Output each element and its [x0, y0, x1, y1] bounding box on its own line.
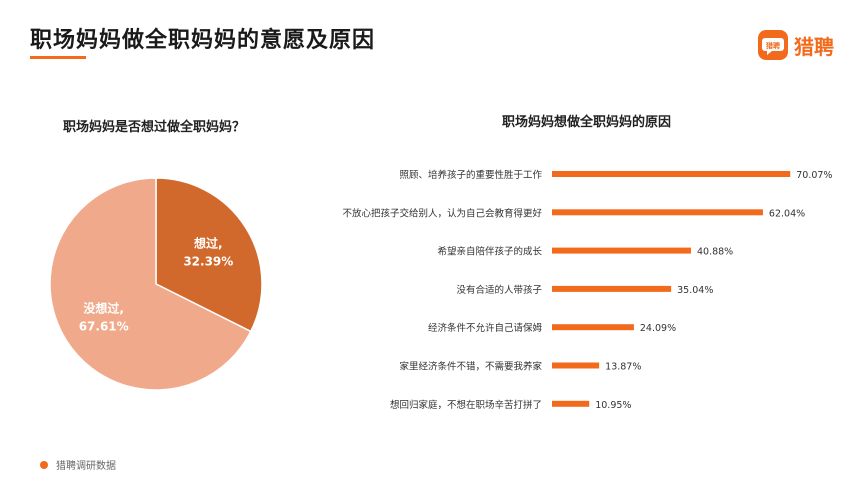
title-underline [30, 56, 86, 59]
bar [552, 362, 600, 369]
bar-chart: 照顾、培养孩子的重要性胜于工作 70.07% 不放心把孩子交给别人，认为自己会教育得… [342, 169, 832, 411]
bar-chart-title: 职场妈妈想做全职妈妈的原因 [502, 115, 672, 130]
bar [552, 400, 590, 407]
source-text: 猎聘调研数据 [56, 461, 116, 472]
brand-name: 猎聘 [794, 34, 834, 59]
brand-badge-text: 猎聘 [766, 41, 780, 50]
bar-value-label: 62.04% [769, 208, 805, 219]
brand-logo: 猎聘 猎聘 [758, 30, 834, 60]
bar-category-label: 经济条件不允许自己请保姆 [428, 322, 543, 334]
bar-value-label: 40.88% [697, 247, 733, 258]
pie-slice-yes [155, 177, 263, 333]
bar [552, 171, 791, 177]
pie-slice-value: 32.39% [183, 255, 233, 269]
pie-chart-title: 职场妈妈是否想过做全职妈妈？ [63, 120, 246, 135]
bar-category-label: 希望亲自陪伴孩子的成长 [437, 246, 542, 258]
bar-value-label: 70.07% [796, 170, 832, 181]
page-title: 职场妈妈做全职妈妈的意愿及原因 [30, 28, 376, 53]
bullet-dot-icon [40, 460, 48, 469]
bar-value-label: 35.04% [677, 285, 713, 296]
bar-category-label: 没有合适的人带孩子 [456, 284, 542, 296]
pie-slice-value: 67.61% [79, 319, 129, 333]
pie-slice-label: 没想过, [83, 300, 124, 315]
pie-slice-no [49, 177, 252, 391]
source-note: 猎聘调研数据 [40, 457, 116, 472]
bar-category-label: 家里经济条件不错，不需要我养家 [399, 361, 542, 373]
bar-category-label: 照顾、培养孩子的重要性胜于工作 [399, 169, 542, 181]
bar [552, 247, 691, 254]
pie-chart: 想过, 32.39% 没想过, 67.61% [49, 177, 263, 391]
bar-value-label: 10.95% [595, 400, 631, 411]
bar [552, 324, 634, 331]
bar-category-label: 想回归家庭，不想在职场辛苦打拼了 [390, 399, 542, 411]
bar [552, 209, 763, 216]
bar-value-label: 13.87% [605, 362, 641, 373]
bar-category-label: 不放心把孩子交给别人，认为自己会教育得更好 [342, 207, 542, 219]
bar-value-label: 24.09% [640, 323, 676, 334]
brand-badge-icon: 猎聘 [758, 30, 788, 60]
bar [552, 285, 672, 292]
pie-slice-label: 想过, [193, 236, 223, 251]
